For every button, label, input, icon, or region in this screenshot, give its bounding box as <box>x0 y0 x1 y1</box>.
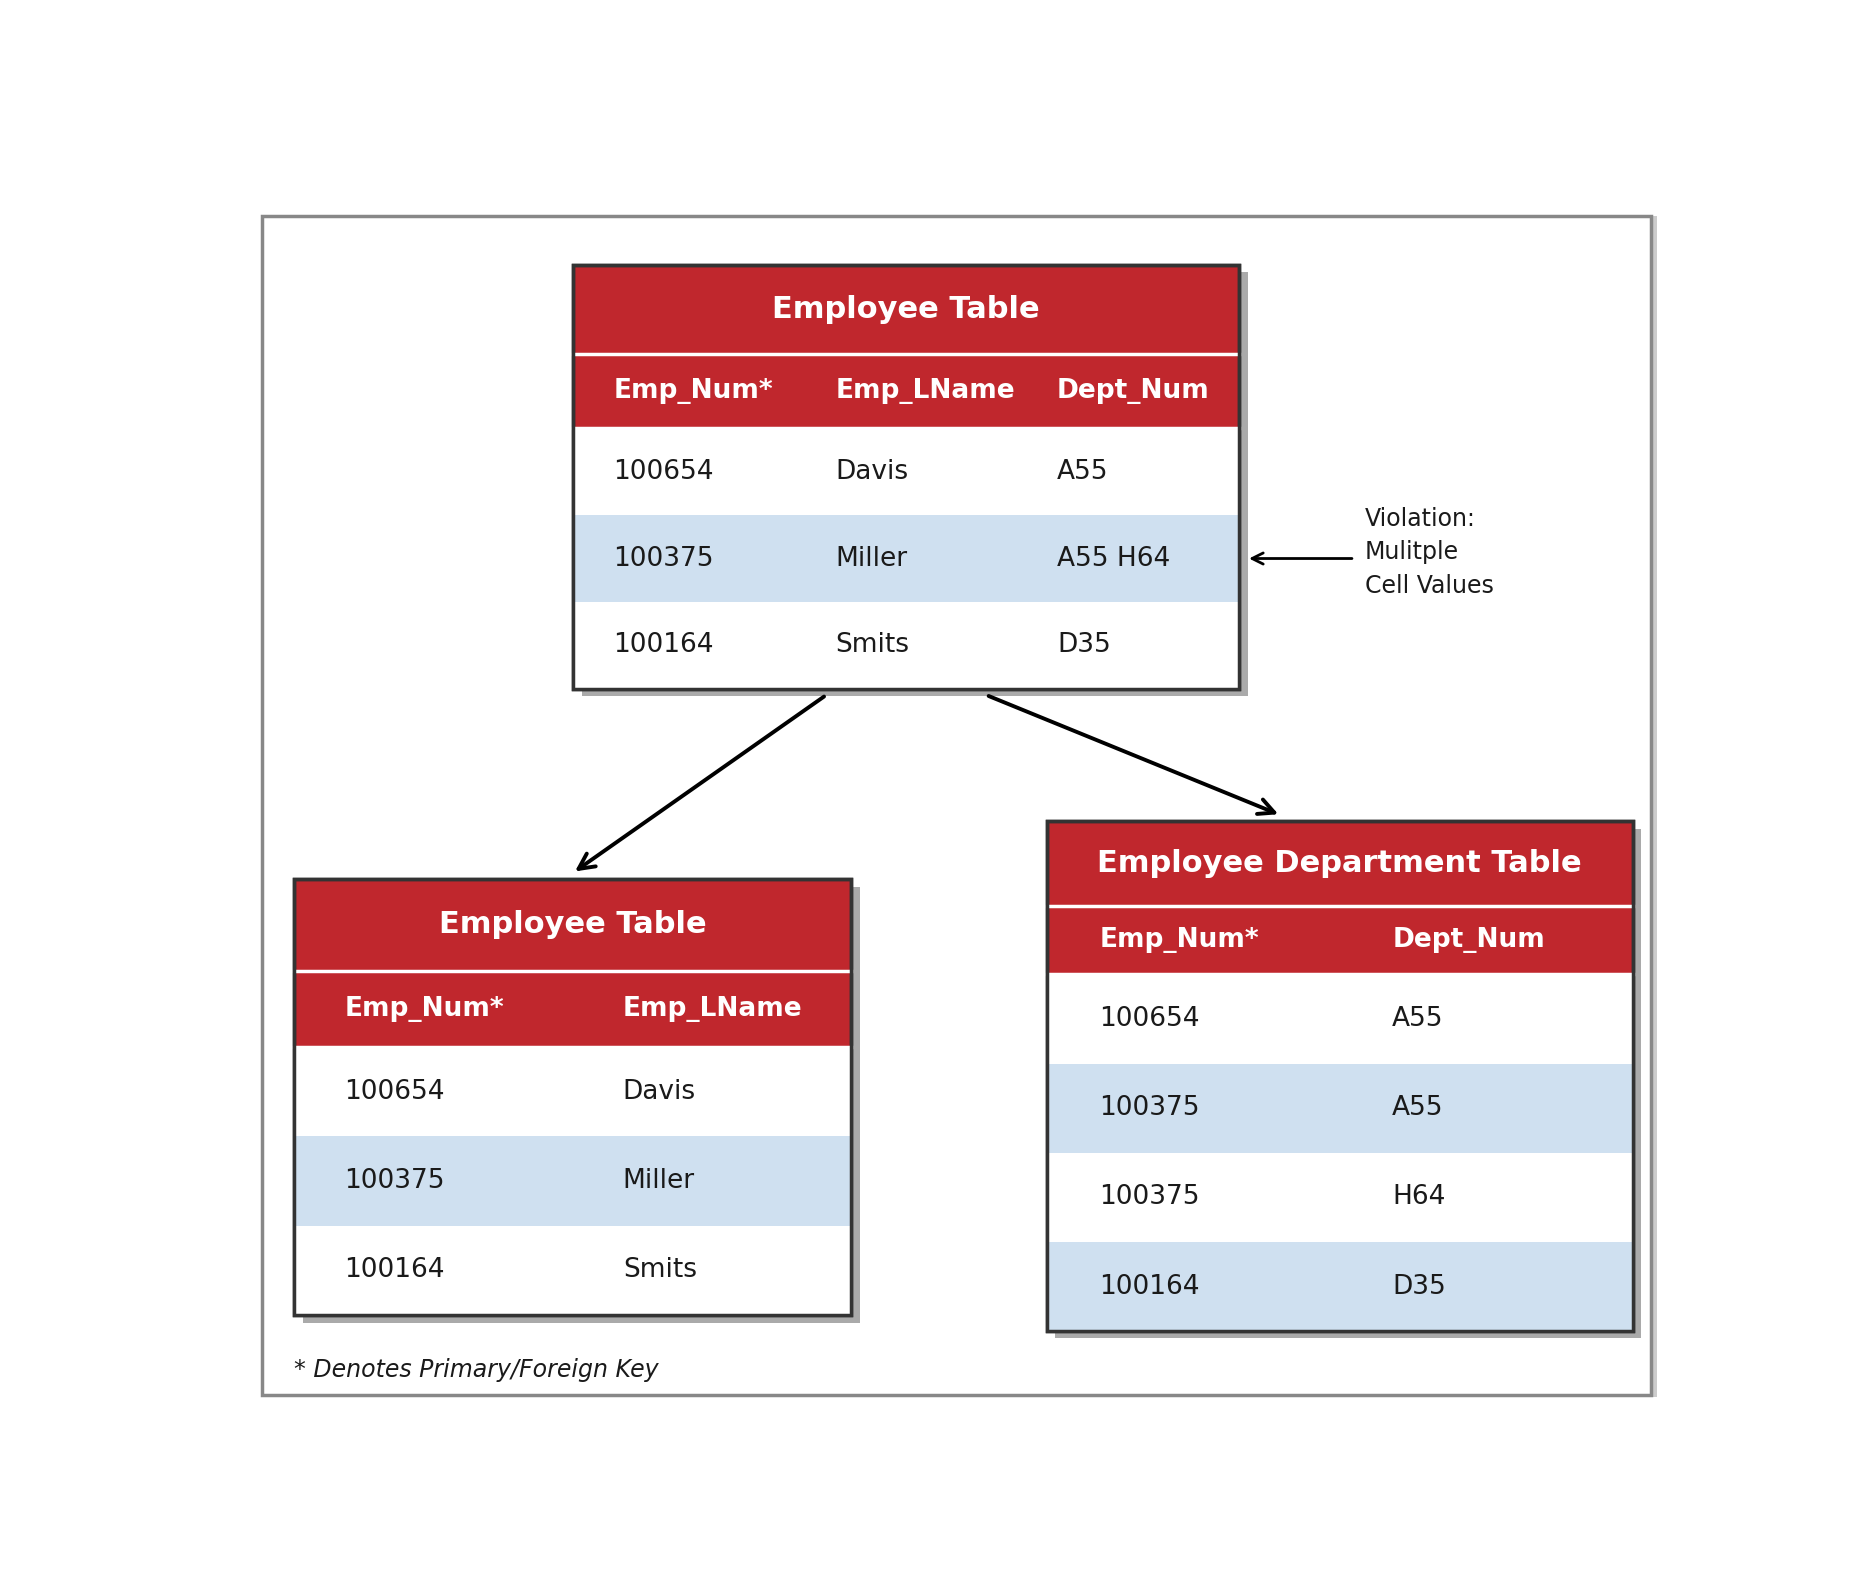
Text: A55: A55 <box>1393 1096 1443 1121</box>
Bar <box>295 879 851 1316</box>
Bar <box>295 1136 851 1227</box>
Text: 100654: 100654 <box>1100 1006 1200 1032</box>
Text: Employee Table: Employee Table <box>773 295 1040 324</box>
Text: 100654: 100654 <box>344 1078 444 1105</box>
Text: Smits: Smits <box>624 1257 696 1284</box>
Bar <box>1047 975 1632 1332</box>
Bar <box>1047 1243 1632 1332</box>
Bar <box>1047 821 1632 1332</box>
Text: 100164: 100164 <box>1100 1273 1200 1300</box>
Bar <box>573 427 1240 515</box>
Text: * Denotes Primary/Foreign Key: * Denotes Primary/Foreign Key <box>295 1359 659 1383</box>
Text: Miller: Miller <box>835 545 907 571</box>
Text: 100654: 100654 <box>614 459 713 485</box>
Text: H64: H64 <box>1393 1185 1445 1211</box>
Bar <box>295 1046 851 1316</box>
Bar <box>295 1227 851 1316</box>
Bar <box>573 427 1240 689</box>
Text: 100375: 100375 <box>344 1168 444 1195</box>
FancyBboxPatch shape <box>261 215 1652 1396</box>
Text: Emp_LName: Emp_LName <box>624 995 803 1022</box>
Text: A55 H64: A55 H64 <box>1057 545 1171 571</box>
Text: Miller: Miller <box>624 1168 695 1195</box>
Text: Davis: Davis <box>624 1078 696 1105</box>
Text: Violation:
Mulitple
Cell Values: Violation: Mulitple Cell Values <box>1365 507 1494 598</box>
Bar <box>573 265 1240 689</box>
Bar <box>295 879 851 1316</box>
Text: A55: A55 <box>1057 459 1109 485</box>
Bar <box>1055 829 1641 1338</box>
Text: D35: D35 <box>1393 1273 1447 1300</box>
Text: 100375: 100375 <box>1100 1096 1200 1121</box>
Text: Davis: Davis <box>835 459 909 485</box>
Text: Smits: Smits <box>835 632 909 659</box>
Bar <box>573 265 1240 689</box>
Text: 100375: 100375 <box>1100 1185 1200 1211</box>
Bar <box>302 887 861 1322</box>
Bar <box>295 1046 851 1136</box>
Bar <box>1047 1064 1632 1153</box>
Text: Emp_Num*: Emp_Num* <box>1100 927 1258 952</box>
Text: 100164: 100164 <box>614 632 713 659</box>
Bar <box>573 515 1240 601</box>
Text: Dept_Num: Dept_Num <box>1057 378 1210 404</box>
Text: A55: A55 <box>1393 1006 1443 1032</box>
Text: Emp_Num*: Emp_Num* <box>344 995 504 1022</box>
Text: D35: D35 <box>1057 632 1111 659</box>
Bar <box>1047 1153 1632 1243</box>
Text: Employee Table: Employee Table <box>439 911 706 939</box>
Bar <box>573 601 1240 689</box>
Text: 100375: 100375 <box>614 545 713 571</box>
Bar <box>1047 821 1632 1332</box>
Text: 100164: 100164 <box>344 1257 444 1284</box>
Text: Emp_Num*: Emp_Num* <box>614 378 773 404</box>
FancyBboxPatch shape <box>265 215 1658 1397</box>
Text: Emp_LName: Emp_LName <box>835 378 1016 404</box>
Bar <box>583 273 1247 695</box>
Text: Dept_Num: Dept_Num <box>1393 927 1546 952</box>
Text: Employee Department Table: Employee Department Table <box>1098 849 1581 877</box>
Bar <box>1047 975 1632 1064</box>
